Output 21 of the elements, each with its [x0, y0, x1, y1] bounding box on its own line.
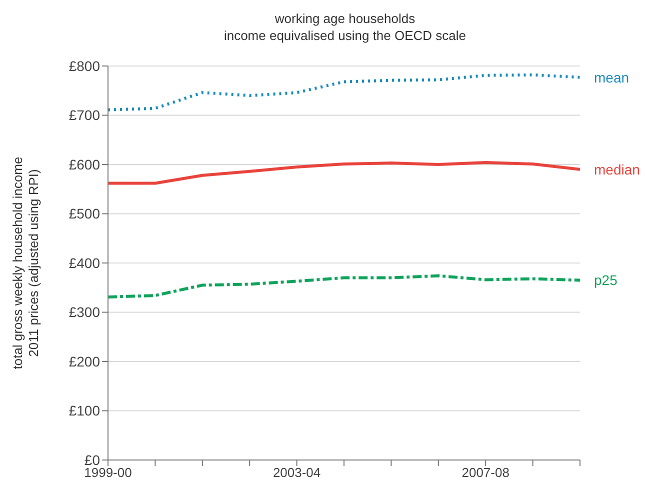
x-tick-label: 2003-04 — [272, 465, 321, 480]
x-tick-label: 2007-08 — [462, 465, 510, 480]
chart-title: working age households — [274, 10, 416, 27]
y-tick-label: £600 — [68, 156, 100, 172]
series-label: p25 — [594, 272, 618, 288]
y-tick-label: £200 — [68, 353, 100, 370]
series-label: mean — [594, 69, 630, 86]
y-tick-label: £300 — [68, 304, 100, 320]
y-tick-label: £800 — [68, 58, 100, 74]
line-series — [108, 161, 580, 185]
y-tick-label: £500 — [68, 206, 100, 222]
y-tick-label: £0 — [84, 452, 100, 468]
series-label: median — [594, 161, 640, 178]
x-tick-label: 1999-00 — [84, 465, 132, 480]
line-series — [108, 73, 580, 112]
line-series — [108, 274, 580, 298]
chart-subtitle: income equivalised using the OECD scale — [222, 27, 468, 44]
y-axis-title: total gross weekly household income 2011 prices (adjusted using RPI) — [10, 156, 41, 370]
y-tick-label: £700 — [68, 107, 100, 124]
y-tick-label: £400 — [68, 254, 100, 271]
y-tick-label: £100 — [68, 402, 100, 419]
